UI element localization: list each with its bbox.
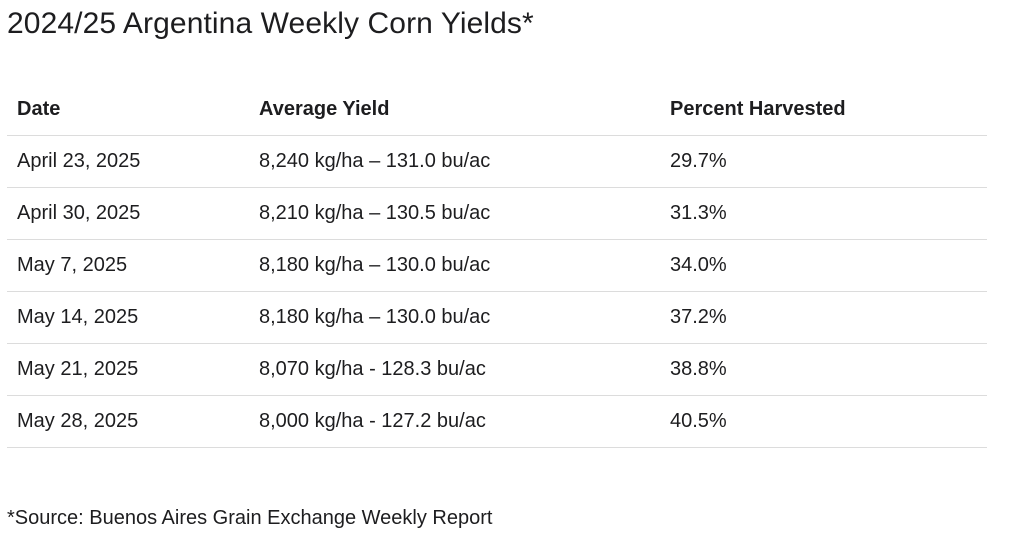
cell-average-yield: 8,240 kg/ha – 131.0 bu/ac — [249, 135, 660, 188]
cell-date: May 7, 2025 — [7, 239, 249, 292]
table-row: May 14, 2025 8,180 kg/ha – 130.0 bu/ac 3… — [7, 291, 987, 344]
table-row: May 21, 2025 8,070 kg/ha - 128.3 bu/ac 3… — [7, 343, 987, 396]
cell-percent-harvested: 29.7% — [660, 135, 987, 188]
table-header-row: Date Average Yield Percent Harvested — [7, 84, 987, 136]
table-row: May 7, 2025 8,180 kg/ha – 130.0 bu/ac 34… — [7, 239, 987, 292]
cell-date: April 23, 2025 — [7, 135, 249, 188]
cell-average-yield: 8,180 kg/ha – 130.0 bu/ac — [249, 291, 660, 344]
header-percent-harvested: Percent Harvested — [660, 84, 987, 136]
cell-date: May 14, 2025 — [7, 291, 249, 344]
corn-yield-table: Date Average Yield Percent Harvested Apr… — [7, 84, 987, 448]
cell-percent-harvested: 40.5% — [660, 395, 987, 448]
cell-average-yield: 8,000 kg/ha - 127.2 bu/ac — [249, 395, 660, 448]
header-date: Date — [7, 84, 249, 136]
cell-average-yield: 8,070 kg/ha - 128.3 bu/ac — [249, 343, 660, 396]
source-footnote: *Source: Buenos Aires Grain Exchange Wee… — [7, 507, 493, 529]
cell-percent-harvested: 34.0% — [660, 239, 987, 292]
cell-date: May 21, 2025 — [7, 343, 249, 396]
cell-percent-harvested: 31.3% — [660, 187, 987, 240]
page-title: 2024/25 Argentina Weekly Corn Yields* — [7, 7, 534, 40]
cell-average-yield: 8,180 kg/ha – 130.0 bu/ac — [249, 239, 660, 292]
table-row: May 28, 2025 8,000 kg/ha - 127.2 bu/ac 4… — [7, 395, 987, 448]
header-average-yield: Average Yield — [249, 84, 660, 136]
cell-average-yield: 8,210 kg/ha – 130.5 bu/ac — [249, 187, 660, 240]
cell-percent-harvested: 38.8% — [660, 343, 987, 396]
cell-percent-harvested: 37.2% — [660, 291, 987, 344]
cell-date: May 28, 2025 — [7, 395, 249, 448]
table-row: April 30, 2025 8,210 kg/ha – 130.5 bu/ac… — [7, 187, 987, 240]
table-row: April 23, 2025 8,240 kg/ha – 131.0 bu/ac… — [7, 135, 987, 188]
cell-date: April 30, 2025 — [7, 187, 249, 240]
